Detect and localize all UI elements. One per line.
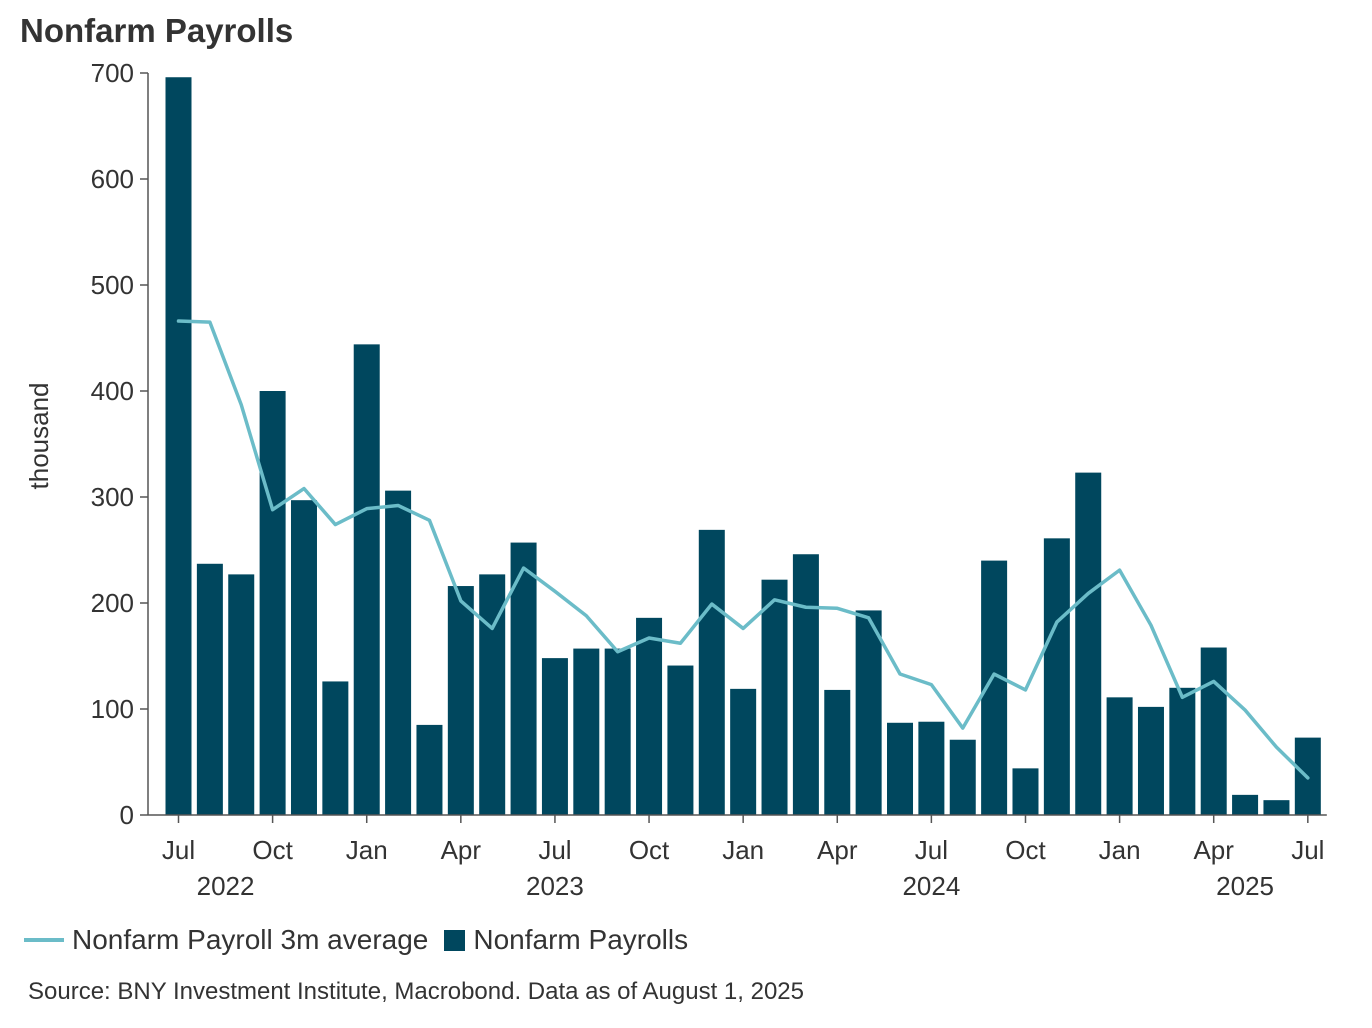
payroll-bar (165, 77, 192, 816)
payroll-bar (196, 563, 223, 815)
x-tick-label: Apr (817, 835, 858, 865)
payroll-bar (1106, 697, 1133, 815)
line-series (176, 319, 1310, 780)
payroll-bar (761, 579, 788, 815)
legend: Nonfarm Payroll 3m average Nonfarm Payro… (24, 924, 688, 956)
payroll-bar (667, 665, 694, 815)
payroll-bar (1075, 472, 1102, 815)
payroll-bar (604, 648, 631, 815)
payroll-bar (573, 648, 600, 815)
payroll-bar (1263, 800, 1290, 815)
legend-bar-swatch (444, 929, 466, 951)
payroll-bar (792, 554, 819, 815)
payroll-bar (730, 688, 757, 815)
payroll-bar (1043, 538, 1070, 815)
y-tick-label: 0 (120, 800, 134, 830)
x-tick-label: Oct (1005, 835, 1046, 865)
x-tick-label: Jul (915, 835, 948, 865)
y-axis-label: thousand (24, 383, 54, 490)
x-tick-label: Jan (722, 835, 764, 865)
y-tick-label: 200 (91, 588, 134, 618)
payroll-bar (698, 529, 725, 815)
x-tick-label: Jan (1099, 835, 1141, 865)
x-tick-label: Jul (538, 835, 571, 865)
x-year-label: 2024 (902, 871, 960, 901)
three-month-average-line (176, 319, 1310, 780)
payroll-bar (1137, 706, 1164, 815)
x-tick-label: Jul (1291, 835, 1324, 865)
x-year-label: 2023 (526, 871, 584, 901)
payroll-bar (636, 617, 663, 815)
payroll-bar (855, 610, 882, 815)
payroll-bar (949, 739, 976, 815)
chart-title: Nonfarm Payrolls (20, 12, 294, 49)
payroll-bar (1232, 794, 1259, 815)
legend-line-swatch (24, 938, 64, 942)
x-tick-label: Oct (252, 835, 293, 865)
source-note: Source: BNY Investment Institute, Macrob… (28, 978, 805, 1005)
payroll-bar (322, 681, 349, 815)
payroll-bar (918, 721, 945, 815)
payroll-bar (541, 658, 568, 815)
x-tick-label: Oct (629, 835, 670, 865)
x-tick-label: Apr (1193, 835, 1234, 865)
x-year-label: 2025 (1216, 871, 1274, 901)
x-tick-label: Jul (162, 835, 195, 865)
nonfarm-payrolls-chart: 0 100 200 300 400 500 600 700 Jul Oct Jan Apr Jul Oc… (24, 58, 1327, 901)
payroll-bar (259, 391, 286, 815)
legend-label-3m-average: Nonfarm Payroll 3m average (72, 924, 429, 955)
y-tick-label: 500 (91, 270, 134, 300)
payroll-bar (824, 689, 851, 815)
y-tick-label: 600 (91, 164, 134, 194)
bar-series (165, 77, 1321, 816)
payroll-bar (447, 586, 474, 815)
payroll-bar (1169, 687, 1196, 815)
payroll-bar (228, 574, 255, 815)
x-year-label: 2022 (197, 871, 255, 901)
y-tick-label: 300 (91, 482, 134, 512)
legend-label-payrolls: Nonfarm Payrolls (473, 924, 689, 955)
payroll-bar (887, 722, 914, 815)
x-tick-label: Jan (346, 835, 388, 865)
y-tick-label: 100 (91, 694, 134, 724)
x-tick-label: Apr (441, 835, 482, 865)
y-tick-label: 400 (91, 376, 134, 406)
y-axis: 0 100 200 300 400 500 600 700 (91, 58, 149, 830)
payroll-bar (1200, 647, 1227, 815)
payroll-bar (290, 500, 317, 815)
payroll-bar (385, 490, 412, 815)
x-axis: Jul Oct Jan Apr Jul Oct Jan Apr Jul Oct Jan Apr Jul2… (148, 814, 1327, 901)
payroll-bar (353, 344, 380, 815)
y-tick-label: 700 (91, 58, 134, 88)
payroll-bar (1012, 768, 1039, 815)
payroll-bar (416, 724, 443, 815)
